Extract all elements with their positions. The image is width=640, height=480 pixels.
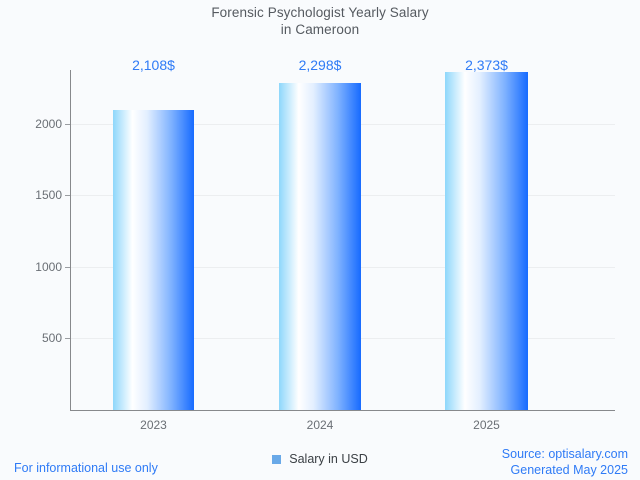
bar-value-label-2023: 2,108$ <box>132 57 175 73</box>
x-axis-category-2023: 2023 <box>140 418 167 432</box>
legend-swatch-icon <box>272 454 282 464</box>
y-tick-500 <box>65 338 70 339</box>
x-axis-line <box>70 410 615 411</box>
chart-title-line-1: Forensic Psychologist Yearly Salary <box>211 5 429 20</box>
chart-legend: Salary in USD <box>0 452 640 466</box>
bar-2025[interactable] <box>445 72 528 410</box>
y-tick-2000 <box>65 124 70 125</box>
disclaimer-text: For informational use only <box>14 461 158 475</box>
bar-2023[interactable] <box>113 110 194 410</box>
y-axis-tick-label-1000: 1000 <box>35 260 62 274</box>
x-axis-category-2024: 2024 <box>306 418 334 432</box>
y-axis-tick-label-500: 500 <box>41 331 62 345</box>
source-link[interactable]: Source: optisalary.com <box>501 447 628 461</box>
bar-value-label-2024: 2,298$ <box>298 57 342 73</box>
plot-area: 2,108$ 2,298$ 2,373$ 2023 2024 2025 <box>65 57 615 432</box>
bar-value-label-2025: 2,373$ <box>465 57 508 73</box>
source-attribution: Source: optisalary.com Generated May 202… <box>502 446 628 478</box>
chart-title-line-2: in Cameroon <box>280 22 360 37</box>
bar-2024[interactable] <box>279 83 361 410</box>
y-tick-1000 <box>65 267 70 268</box>
y-axis-line <box>70 70 71 411</box>
page-title: Forensic Psychologist Yearly Salary in C… <box>0 4 640 38</box>
x-axis-category-2025: 2025 <box>473 418 500 432</box>
y-axis-tick-label-1500: 1500 <box>35 188 62 202</box>
legend-item-label[interactable]: Salary in USD <box>289 452 368 466</box>
y-axis-tick-label-2000: 2000 <box>35 117 62 131</box>
generated-date: Generated May 2025 <box>510 463 628 477</box>
y-tick-1500 <box>65 195 70 196</box>
